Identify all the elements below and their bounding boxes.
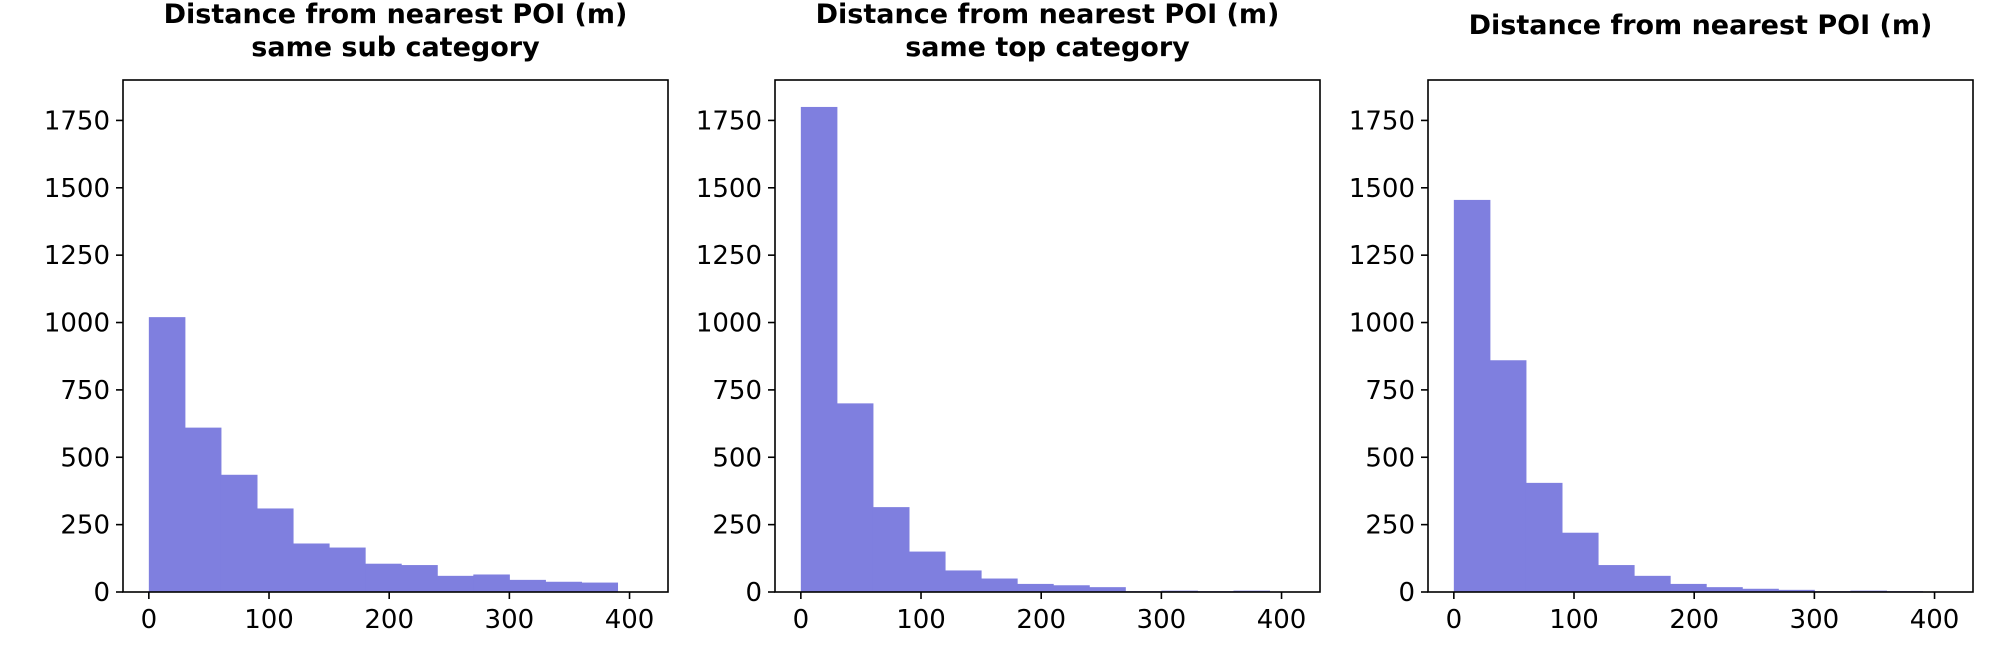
x-tick-label: 300	[1137, 605, 1187, 635]
y-tick-label: 0	[93, 578, 110, 608]
histogram-bar	[545, 581, 582, 592]
histogram-bar	[945, 570, 982, 592]
x-tick-label: 400	[605, 605, 655, 635]
y-tick-label: 1500	[696, 174, 762, 204]
histogram-bar	[1706, 587, 1743, 592]
histogram-bar	[1017, 583, 1054, 592]
histogram-bar	[1598, 565, 1635, 592]
histogram-bar	[1089, 587, 1126, 592]
x-tick-label: 100	[896, 605, 946, 635]
x-tick-label: 0	[141, 605, 158, 635]
chart-title: same top category	[905, 32, 1190, 63]
y-tick-label: 1750	[1349, 106, 1415, 136]
histogram-bar	[365, 563, 402, 592]
histogram-bar	[1489, 360, 1527, 592]
histogram-bar	[1053, 585, 1090, 592]
y-tick-label: 1250	[1349, 241, 1415, 271]
x-tick-label: 200	[364, 605, 414, 635]
histogram-bar	[1670, 583, 1707, 592]
x-tick-label: 0	[793, 605, 810, 635]
y-tick-label: 250	[712, 511, 762, 541]
y-tick-label: 250	[60, 511, 110, 541]
y-tick-label: 1000	[696, 309, 762, 339]
histogram-bar	[800, 106, 838, 593]
x-tick-label: 400	[1910, 605, 1960, 635]
y-tick-label: 1000	[1349, 309, 1415, 339]
histogram-bar	[220, 474, 258, 592]
histogram-bar	[581, 582, 619, 592]
histogram-bar	[1453, 199, 1491, 593]
x-tick-label: 200	[1669, 605, 1719, 635]
y-tick-label: 750	[60, 376, 110, 406]
histogram-panel-2: 0 250 500 750 1000 1250 1500 1750 0 100 200 300 400 D…	[696, 0, 1321, 635]
axes-frame	[774, 79, 1321, 593]
x-tick-label: 100	[244, 605, 294, 635]
histogram-bar	[184, 427, 222, 592]
y-tick-label: 1000	[44, 309, 110, 339]
axes-frame	[122, 79, 669, 593]
histogram-bar	[329, 547, 366, 592]
histogram-bar	[1742, 588, 1779, 592]
histogram-bar	[509, 579, 546, 592]
histogram-bar	[1634, 575, 1671, 592]
histogram-bar	[256, 508, 294, 592]
histogram-bar	[872, 507, 910, 592]
y-tick-label: 500	[1365, 443, 1415, 473]
y-tick-label: 0	[1398, 578, 1415, 608]
histogram-bar	[981, 578, 1018, 592]
y-tick-label: 1250	[44, 241, 110, 271]
y-tick-label: 1500	[1349, 174, 1415, 204]
y-tick-label: 500	[712, 443, 762, 473]
histogram-bar	[293, 543, 330, 592]
histogram-bar	[836, 403, 874, 592]
chart-title: Distance from nearest POI (m)	[1469, 10, 1933, 41]
histogram-bar	[1525, 482, 1563, 592]
x-tick-label: 400	[1257, 605, 1307, 635]
y-tick-label: 750	[1365, 376, 1415, 406]
histogram-panel-3: 0 250 500 750 1000 1250 1500 1750 0 100 200 300 400 D…	[1349, 10, 1974, 635]
y-tick-label: 500	[60, 443, 110, 473]
histogram-bar	[437, 575, 474, 592]
histogram-bar	[1778, 589, 1815, 592]
histogram-panel-1: 0 250 500 750 1000 1250 1500 1750 0 100 200 300 400 D…	[44, 0, 669, 635]
y-tick-label: 0	[745, 578, 762, 608]
histogram-bar	[908, 551, 946, 592]
chart-title: same sub category	[251, 32, 540, 63]
chart-title: Distance from nearest POI (m)	[164, 0, 628, 30]
y-tick-label: 250	[1365, 511, 1415, 541]
y-tick-label: 1500	[44, 174, 110, 204]
y-tick-label: 1750	[44, 106, 110, 136]
y-tick-label: 1750	[696, 106, 762, 136]
x-tick-label: 300	[485, 605, 535, 635]
x-tick-label: 0	[1446, 605, 1463, 635]
histogram-bar	[1561, 532, 1599, 592]
y-tick-label: 750	[712, 376, 762, 406]
x-tick-label: 300	[1790, 605, 1840, 635]
histogram-bar	[473, 574, 510, 592]
x-tick-label: 100	[1549, 605, 1599, 635]
chart-title: Distance from nearest POI (m)	[816, 0, 1280, 30]
axes-frame	[1427, 79, 1974, 593]
y-tick-label: 1250	[696, 241, 762, 271]
histogram-bar	[148, 317, 186, 592]
x-tick-label: 200	[1016, 605, 1066, 635]
histogram-bar	[401, 565, 438, 592]
